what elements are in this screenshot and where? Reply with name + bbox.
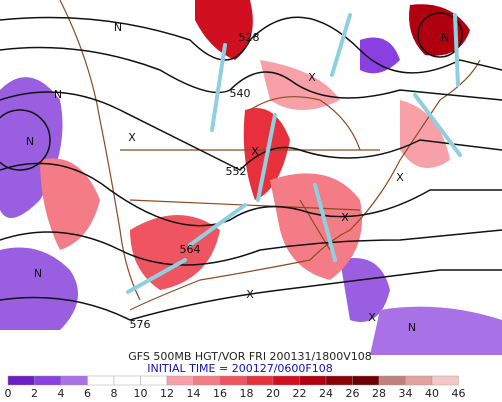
pressure-marker: X bbox=[246, 288, 254, 301]
trough-line bbox=[126, 258, 187, 294]
vort-max bbox=[195, 0, 253, 60]
colorbar-label: 0 bbox=[5, 387, 12, 400]
colorbar-label: 10 bbox=[134, 387, 148, 400]
colorbar-label: 40 bbox=[425, 387, 439, 400]
trough-line bbox=[453, 13, 460, 87]
trough-line bbox=[188, 203, 247, 247]
contour bbox=[0, 162, 502, 227]
contour bbox=[0, 46, 502, 101]
colorbar-label: 6 bbox=[84, 387, 91, 400]
pressure-marker: X bbox=[308, 71, 316, 84]
colorbar-label: 22 bbox=[293, 387, 307, 400]
colorbar-swatch bbox=[113, 375, 141, 386]
colorbar-label: 24 bbox=[319, 387, 333, 400]
colorbar-swatch bbox=[7, 375, 35, 386]
colorbar-label: 28 bbox=[372, 387, 386, 400]
contour bbox=[0, 229, 502, 266]
trough-line bbox=[413, 93, 462, 157]
contour-label: 552 bbox=[226, 165, 247, 178]
contour bbox=[0, 91, 502, 171]
colorbar-label: 20 bbox=[266, 387, 280, 400]
contour bbox=[0, 269, 502, 321]
colorbar-label: 8 bbox=[111, 387, 118, 400]
colorbar: 0 2 4 6 8 10 12 14 16 18 20 22 24 26 28 34 40 46 bbox=[5, 375, 466, 400]
contour-label: 564 bbox=[180, 243, 201, 256]
trough-axes bbox=[126, 13, 462, 294]
colorbar-label: 2 bbox=[31, 387, 38, 400]
colorbar-label: 14 bbox=[187, 387, 201, 400]
trough-line bbox=[210, 43, 227, 132]
contour-label: 528 bbox=[239, 31, 260, 44]
colorbar-swatch bbox=[219, 375, 247, 386]
contour bbox=[417, 12, 463, 58]
caption: GFS 500MB HGT/VOR FRI 200131/1800V108 bbox=[128, 350, 372, 363]
height-contours bbox=[0, 12, 502, 321]
pressure-marker: N bbox=[26, 135, 34, 148]
colorbar-label: 12 bbox=[160, 387, 174, 400]
pressure-marker: X bbox=[396, 171, 404, 184]
colorbar-swatch bbox=[378, 375, 406, 386]
pressure-marker: N bbox=[114, 21, 122, 34]
initial-time: INITIAL TIME = 200127/0600F108 bbox=[147, 362, 332, 375]
pressure-marker: N bbox=[441, 31, 449, 44]
colorbar-swatch bbox=[166, 375, 194, 386]
contour bbox=[0, 109, 51, 171]
pressure-marker: N bbox=[54, 88, 62, 101]
map-labels: 528 540 552 564 576 N N N N N X X X X X X N X bbox=[26, 21, 449, 334]
colorbar-swatch bbox=[431, 375, 459, 386]
colorbar-swatch bbox=[405, 375, 433, 386]
colorbar-label: 4 bbox=[58, 387, 65, 400]
coastline bbox=[59, 0, 481, 311]
trough-line bbox=[256, 113, 277, 202]
colorbar-label: 18 bbox=[240, 387, 254, 400]
colorbar-swatch bbox=[140, 375, 168, 386]
colorbar-swatch bbox=[299, 375, 327, 386]
pressure-marker: N bbox=[34, 267, 42, 280]
pressure-marker: X bbox=[341, 211, 349, 224]
colorbar-swatch bbox=[60, 375, 88, 386]
vort-low bbox=[340, 258, 390, 322]
vort-low bbox=[370, 306, 502, 355]
trough-line bbox=[330, 13, 352, 77]
colorbar-label: 34 bbox=[399, 387, 413, 400]
colorbar-label: 26 bbox=[346, 387, 360, 400]
pressure-marker: X bbox=[251, 145, 259, 158]
vort-low bbox=[360, 37, 400, 74]
colorbar-swatch bbox=[352, 375, 380, 386]
colorbar-swatch bbox=[193, 375, 221, 386]
colorbar-label: 46 bbox=[452, 387, 466, 400]
vort-max bbox=[40, 158, 100, 250]
colorbar-swatch bbox=[34, 375, 62, 386]
pressure-marker: N bbox=[408, 321, 416, 334]
contour-label: 576 bbox=[130, 318, 151, 331]
vort-max bbox=[260, 60, 340, 110]
vort-max bbox=[400, 100, 450, 168]
colorbar-swatch bbox=[272, 375, 300, 386]
vort-low bbox=[0, 247, 78, 330]
colorbar-swatch bbox=[87, 375, 115, 386]
colorbar-label: 16 bbox=[213, 387, 227, 400]
trough-line bbox=[313, 183, 337, 262]
pressure-marker: X bbox=[368, 311, 376, 324]
contour bbox=[0, 16, 502, 74]
colorbar-swatch bbox=[246, 375, 274, 386]
colorbar-swatch bbox=[325, 375, 353, 386]
vort-max bbox=[130, 215, 220, 290]
contour-label: 540 bbox=[230, 87, 251, 100]
pressure-marker: X bbox=[128, 131, 136, 144]
